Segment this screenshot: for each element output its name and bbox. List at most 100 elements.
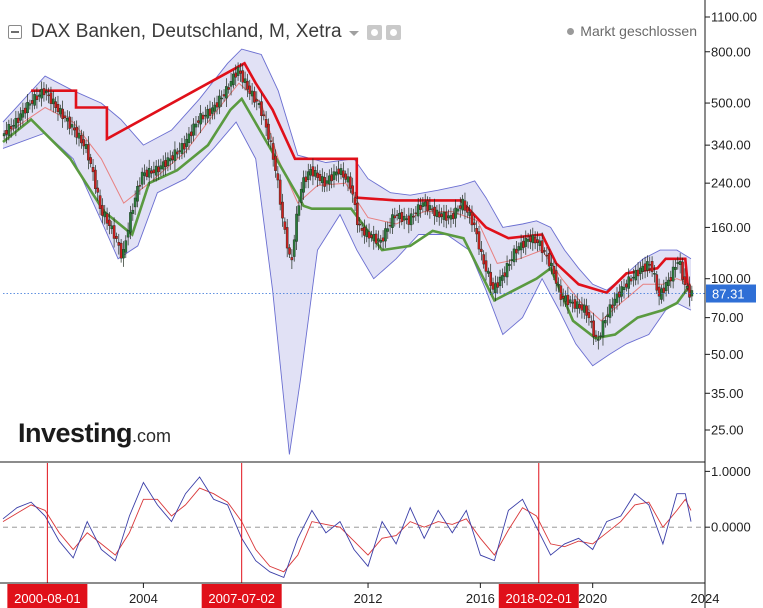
candle <box>615 287 619 310</box>
candle-body <box>538 240 542 246</box>
candle-body <box>119 242 123 259</box>
candle-body <box>281 201 284 219</box>
candle-body <box>145 169 149 178</box>
candle-body <box>173 149 177 162</box>
osc-tick-label: 1.0000 <box>711 464 751 479</box>
candle <box>655 270 659 295</box>
collapse-icon[interactable] <box>8 25 22 39</box>
candle-body <box>313 170 317 177</box>
candle-body <box>91 167 95 173</box>
candle <box>225 78 228 108</box>
candle-body <box>42 88 46 96</box>
candle <box>264 111 268 137</box>
candle <box>243 71 247 91</box>
logo-suffix: .com <box>132 426 172 446</box>
candle-body <box>573 299 577 309</box>
candle-body <box>28 103 32 106</box>
candle <box>594 330 598 343</box>
candle-body <box>349 176 352 189</box>
candle-body <box>358 223 362 226</box>
candle-body <box>515 249 518 254</box>
candle-body <box>70 124 74 128</box>
candle <box>89 153 93 168</box>
candle-body <box>646 261 649 271</box>
candle-body <box>246 80 249 90</box>
candle <box>554 263 558 292</box>
candle-body <box>510 259 514 261</box>
candle <box>292 234 296 262</box>
candle-body <box>63 115 67 118</box>
candle <box>349 172 352 194</box>
candle <box>94 165 97 194</box>
gear-icon[interactable] <box>385 24 401 40</box>
price-tick-label: 240.00 <box>711 176 751 191</box>
candle <box>351 177 354 203</box>
price-tick-label: 50.00 <box>711 347 744 362</box>
candle-body <box>671 266 675 282</box>
candle <box>194 115 198 136</box>
candle-body <box>47 94 50 97</box>
candle <box>218 89 221 115</box>
candle <box>540 232 544 262</box>
candle-body <box>44 91 48 94</box>
candle <box>515 241 518 263</box>
candle <box>494 275 497 302</box>
chevron-down-icon[interactable] <box>348 30 359 36</box>
candle-body <box>599 335 602 337</box>
candle <box>501 268 504 289</box>
eye-icon[interactable] <box>366 24 382 40</box>
candle-body <box>421 202 425 207</box>
candle-body <box>117 242 121 246</box>
candle-body <box>94 169 97 189</box>
candle <box>306 163 310 189</box>
candle-body <box>620 286 623 297</box>
candle <box>9 118 13 138</box>
candle-body <box>503 272 507 277</box>
candle <box>91 158 95 181</box>
candle-body <box>587 312 591 319</box>
oscillator-pane[interactable] <box>2 463 705 583</box>
candle-body <box>683 276 687 285</box>
oscillator-signal-line <box>2 487 692 573</box>
candle-body <box>363 227 366 236</box>
candle <box>63 111 67 123</box>
candle-body <box>484 260 488 272</box>
time-tick-label: 2024 <box>691 591 720 606</box>
candle-body <box>550 262 553 266</box>
candle-body <box>206 109 209 119</box>
candle-body <box>278 179 282 205</box>
candle-body <box>435 209 439 217</box>
candle-body <box>250 90 254 97</box>
candle <box>187 126 191 151</box>
candle-body <box>568 299 572 304</box>
candle-body <box>468 212 471 216</box>
candle <box>475 220 478 243</box>
candle-body <box>360 228 364 231</box>
candle <box>122 241 125 267</box>
candle-body <box>208 108 212 116</box>
candle-body <box>388 224 392 227</box>
candle-body <box>636 269 640 277</box>
candle <box>271 136 275 167</box>
date-marker-badge-bg <box>7 584 88 608</box>
candle-body <box>433 206 436 217</box>
candle-body <box>2 133 6 137</box>
candle <box>278 174 282 211</box>
candle-body <box>667 279 670 286</box>
candle-body <box>267 123 270 140</box>
date-marker-label: 2000-08-01 <box>14 591 81 606</box>
candle <box>101 198 104 224</box>
main-price-pane[interactable] <box>2 48 705 455</box>
candle-body <box>26 102 29 114</box>
last-price-badge-bg <box>706 284 756 303</box>
candle <box>227 83 231 94</box>
candle-body <box>335 171 338 176</box>
candle-body <box>384 228 387 242</box>
candle-body <box>589 321 593 323</box>
candle-body <box>189 131 193 137</box>
candle-body <box>508 264 511 266</box>
candle-body <box>674 267 677 270</box>
candle-body <box>112 225 116 239</box>
